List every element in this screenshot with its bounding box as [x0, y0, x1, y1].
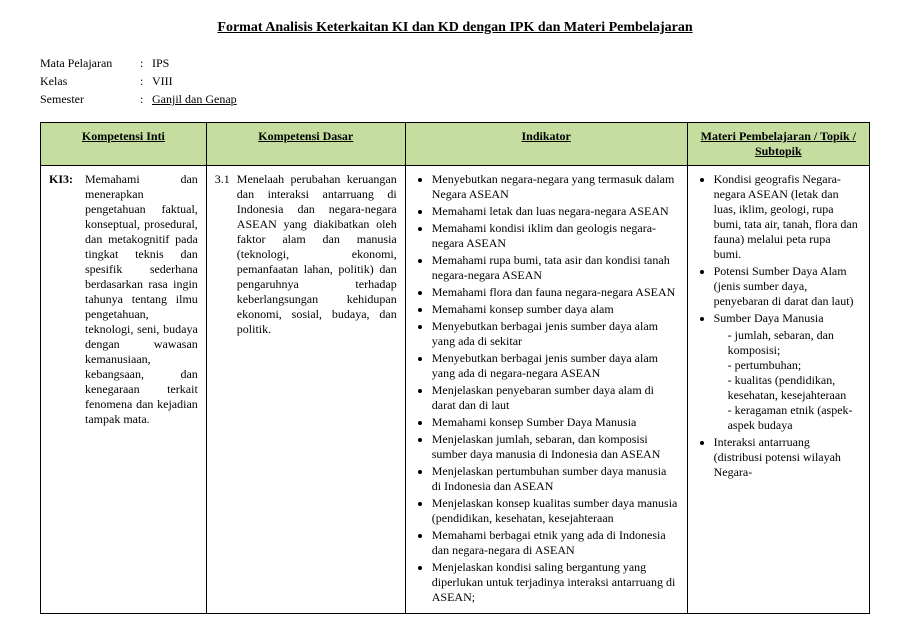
indikator-item: Menjelaskan pertumbuhan sumber daya manu… — [432, 464, 679, 494]
header-kd: Kompetensi Dasar — [206, 123, 405, 166]
ki-code: KI3: — [49, 172, 85, 427]
indikator-item: Memahami kondisi iklim dan geologis nega… — [432, 221, 679, 251]
header-indikator: Indikator — [405, 123, 687, 166]
materi-item: Sumber Daya Manusiajumlah, sebaran, dan … — [714, 311, 861, 433]
table-row: KI3: Memahami dan menerapkan pengetahuan… — [41, 166, 870, 614]
materi-list: Kondisi geografis Negara-negara ASEAN (l… — [696, 172, 861, 480]
meta-label-subject: Mata Pelajaran — [40, 54, 140, 72]
indikator-item: Menjelaskan kondisi saling bergantung ya… — [432, 560, 679, 605]
indikator-item: Memahami letak dan luas negara-negara AS… — [432, 204, 679, 219]
header-ki: Kompetensi Inti — [41, 123, 207, 166]
meta-colon: : — [140, 90, 152, 108]
indikator-list: Menyebutkan negara-negara yang termasuk … — [414, 172, 679, 605]
indikator-item: Memahami berbagai etnik yang ada di Indo… — [432, 528, 679, 558]
materi-subitem: pertumbuhan; — [728, 358, 861, 373]
indikator-item: Menjelaskan jumlah, sebaran, dan komposi… — [432, 432, 679, 462]
meta-colon: : — [140, 72, 152, 90]
materi-sublist: jumlah, sebaran, dan komposisi;pertumbuh… — [714, 328, 861, 433]
cell-indikator: Menyebutkan negara-negara yang termasuk … — [405, 166, 687, 614]
indikator-item: Menyebutkan berbagai jenis sumber daya a… — [432, 319, 679, 349]
meta-label-semester: Semester — [40, 90, 140, 108]
meta-block: Mata Pelajaran : IPS Kelas : VIII Semest… — [40, 54, 870, 108]
meta-value-semester: Ganjil dan Genap — [152, 90, 237, 108]
meta-colon: : — [140, 54, 152, 72]
materi-subitem: kualitas (pendidikan, kesehatan, kesejah… — [728, 373, 861, 403]
cell-kd: 3.1 Menelaah perubahan keruangan dan int… — [206, 166, 405, 614]
materi-item: Kondisi geografis Negara-negara ASEAN (l… — [714, 172, 861, 262]
meta-label-class: Kelas — [40, 72, 140, 90]
kd-code: 3.1 — [215, 172, 237, 337]
meta-value-class: VIII — [152, 72, 173, 90]
materi-subitem: keragaman etnik (aspek-aspek budaya — [728, 403, 861, 433]
ki-text: Memahami dan menerapkan pengetahuan fakt… — [85, 172, 198, 427]
cell-materi: Kondisi geografis Negara-negara ASEAN (l… — [687, 166, 869, 614]
kd-text: Menelaah perubahan keruangan dan interak… — [237, 172, 397, 337]
indikator-item: Memahami rupa bumi, tata asir dan kondis… — [432, 253, 679, 283]
page-title: Format Analisis Keterkaitan KI dan KD de… — [40, 20, 870, 36]
materi-item: Potensi Sumber Daya Alam (jenis sumber d… — [714, 264, 861, 309]
indikator-item: Memahami flora dan fauna negara-negara A… — [432, 285, 679, 300]
analysis-table: Kompetensi Inti Kompetensi Dasar Indikat… — [40, 122, 870, 614]
indikator-item: Memahami konsep sumber daya alam — [432, 302, 679, 317]
indikator-item: Menyebutkan negara-negara yang termasuk … — [432, 172, 679, 202]
indikator-item: Menyebutkan berbagai jenis sumber daya a… — [432, 351, 679, 381]
indikator-item: Menjelaskan penyebaran sumber daya alam … — [432, 383, 679, 413]
materi-item: Interaksi antarruang (distribusi potensi… — [714, 435, 861, 480]
meta-value-subject: IPS — [152, 54, 169, 72]
materi-subitem: jumlah, sebaran, dan komposisi; — [728, 328, 861, 358]
header-materi: Materi Pembelajaran / Topik / Subtopik — [687, 123, 869, 166]
cell-ki: KI3: Memahami dan menerapkan pengetahuan… — [41, 166, 207, 614]
indikator-item: Memahami konsep Sumber Daya Manusia — [432, 415, 679, 430]
